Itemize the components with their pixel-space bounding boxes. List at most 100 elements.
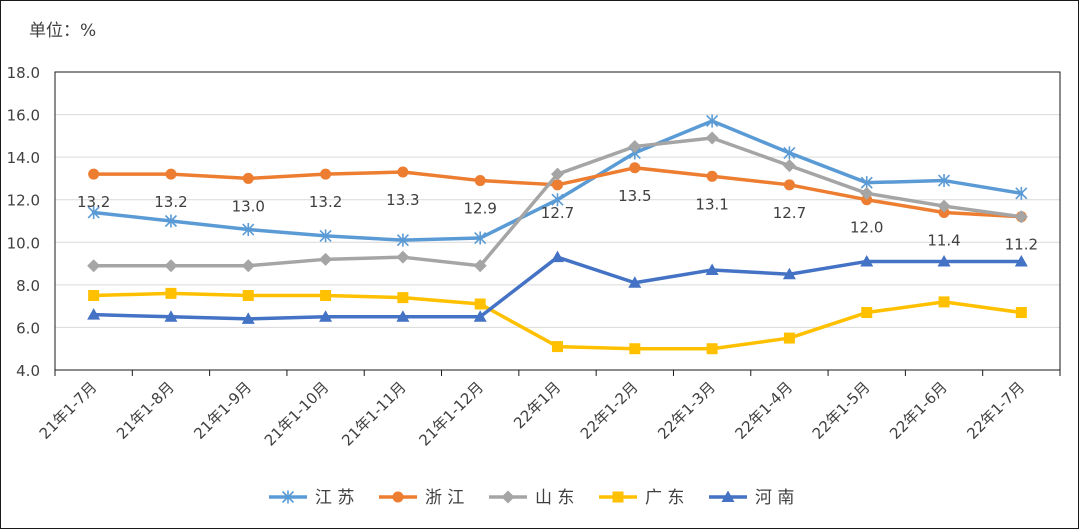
y-tick-label: 4.0 bbox=[16, 362, 40, 380]
marker-square bbox=[552, 341, 563, 353]
legend-label: 广 东 bbox=[645, 488, 684, 508]
y-tick-label: 14.0 bbox=[7, 149, 40, 167]
marker-square bbox=[88, 290, 100, 301]
marker-square bbox=[612, 491, 624, 503]
marker-triangle bbox=[937, 254, 951, 267]
marker-star bbox=[474, 231, 487, 245]
marker-triangle bbox=[1014, 254, 1028, 267]
x-tick-label: 22年1-3月 bbox=[654, 378, 719, 443]
marker-diamond bbox=[937, 199, 951, 213]
marker-circle bbox=[88, 168, 100, 180]
marker-square bbox=[938, 296, 950, 308]
marker-diamond bbox=[551, 167, 564, 181]
marker-square bbox=[242, 290, 254, 301]
marker-diamond bbox=[241, 259, 255, 273]
marker-triangle bbox=[705, 263, 719, 275]
unit-label: 单位：% bbox=[29, 21, 97, 41]
data-label: 12.7 bbox=[773, 204, 806, 222]
marker-square bbox=[1015, 307, 1027, 319]
y-tick-label: 18.0 bbox=[7, 64, 40, 82]
marker-triangle bbox=[628, 276, 642, 288]
marker-square bbox=[629, 343, 641, 355]
marker-triangle bbox=[319, 310, 333, 322]
data-label: 13.5 bbox=[618, 187, 651, 205]
marker-square bbox=[474, 298, 486, 310]
marker-diamond bbox=[860, 186, 874, 200]
y-tick-label: 8.0 bbox=[16, 277, 40, 295]
data-label: 11.2 bbox=[1005, 236, 1038, 254]
marker-triangle bbox=[551, 250, 564, 263]
marker-diamond bbox=[782, 159, 796, 173]
marker-circle bbox=[165, 168, 177, 180]
marker-diamond bbox=[628, 140, 642, 153]
data-label: 11.4 bbox=[927, 231, 960, 249]
marker-square bbox=[706, 343, 718, 355]
data-label: 13.2 bbox=[154, 193, 187, 211]
marker-circle bbox=[706, 170, 718, 182]
gridlines bbox=[54, 71, 1061, 371]
marker-circle bbox=[392, 491, 404, 503]
marker-triangle bbox=[241, 312, 255, 324]
marker-triangle bbox=[782, 267, 796, 280]
marker-star bbox=[1015, 186, 1028, 200]
marker-square bbox=[861, 307, 873, 319]
x-axis: 21年1-7月 21年1-8月 21年1-9月 21年1-10月 21年1-11月 21年… bbox=[36, 370, 1061, 450]
x-tick-label: 22年1-4月 bbox=[731, 378, 796, 443]
marker-diamond bbox=[501, 490, 515, 504]
data-label: 13.3 bbox=[386, 191, 419, 209]
data-label: 12.0 bbox=[850, 219, 883, 237]
y-tick-label: 12.0 bbox=[7, 192, 40, 210]
series-markers bbox=[87, 114, 1028, 355]
marker-diamond bbox=[1014, 210, 1028, 224]
y-tick-label: 6.0 bbox=[16, 319, 40, 337]
data-label: 13.0 bbox=[232, 197, 265, 215]
y-tick-label: 16.0 bbox=[7, 107, 40, 125]
marker-square bbox=[397, 292, 409, 304]
x-tick-label: 21年1-11月 bbox=[338, 378, 410, 450]
marker-circle bbox=[397, 166, 409, 178]
marker-circle bbox=[320, 168, 332, 180]
marker-circle bbox=[474, 175, 486, 187]
marker-square bbox=[320, 290, 332, 301]
marker-diamond bbox=[164, 259, 178, 273]
marker-triangle bbox=[473, 310, 487, 322]
legend-label: 江 苏 bbox=[315, 488, 354, 508]
legend-label: 浙 江 bbox=[425, 488, 464, 508]
marker-triangle bbox=[860, 254, 874, 267]
marker-square bbox=[783, 332, 795, 344]
marker-circle bbox=[552, 179, 563, 191]
data-labels: 13.2 13.2 13.0 13.2 13.3 12.9 12.7 13.5 13.1 12.7… bbox=[77, 187, 1038, 254]
x-tick-label: 21年1-7月 bbox=[36, 378, 101, 443]
marker-square bbox=[165, 287, 177, 299]
y-axis: 4.0 6.0 8.0 10.0 12.0 14.0 16.0 18.0 bbox=[7, 64, 40, 380]
marker-star bbox=[87, 205, 100, 219]
x-tick-label: 21年1-10月 bbox=[261, 378, 333, 450]
marker-triangle bbox=[164, 310, 178, 322]
series-line bbox=[91, 291, 1024, 351]
marker-diamond bbox=[87, 259, 101, 273]
data-label: 12.9 bbox=[463, 200, 496, 218]
marker-circle bbox=[629, 162, 641, 174]
legend-label: 河 南 bbox=[755, 488, 794, 508]
x-tick-label: 21年1-8月 bbox=[113, 378, 178, 443]
x-tick-label: 22年1-2月 bbox=[577, 378, 642, 443]
marker-triangle bbox=[721, 490, 735, 502]
marker-star bbox=[937, 174, 951, 188]
marker-diamond bbox=[396, 250, 410, 264]
x-tick-label: 22年1-6月 bbox=[886, 378, 951, 443]
data-label: 12.7 bbox=[541, 204, 574, 222]
marker-circle bbox=[242, 172, 254, 184]
x-tick-label: 22年1-5月 bbox=[809, 378, 874, 443]
marker-circle bbox=[783, 179, 795, 191]
plot-area-border bbox=[54, 71, 1061, 371]
marker-star bbox=[783, 146, 796, 160]
x-tick-label: 22年1月 bbox=[510, 378, 564, 432]
x-tick-label: 21年1-9月 bbox=[190, 378, 255, 443]
marker-diamond bbox=[473, 259, 487, 273]
marker-triangle bbox=[396, 310, 410, 322]
marker-star bbox=[281, 490, 295, 504]
marker-star bbox=[551, 193, 564, 207]
marker-star bbox=[164, 214, 178, 228]
data-label: 13.1 bbox=[695, 195, 728, 213]
